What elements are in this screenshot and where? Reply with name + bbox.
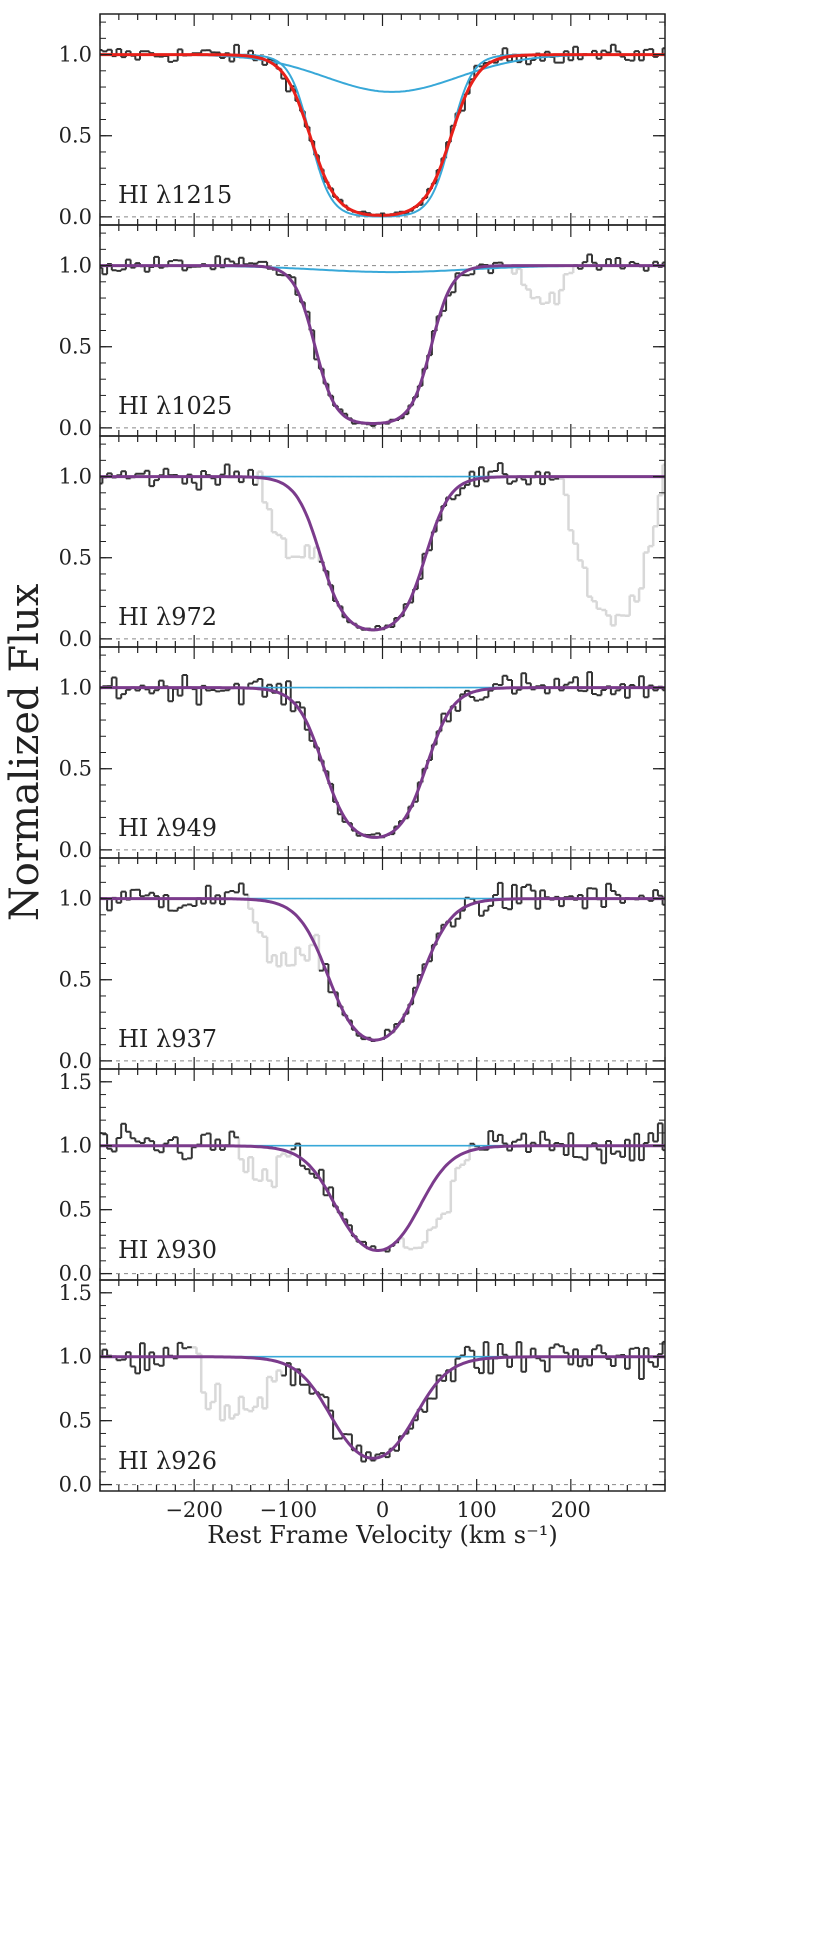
panel-2: 0.0 0.5 1.0 HI λ1025 <box>59 224 666 440</box>
y-tick-label: 0.0 <box>59 205 92 229</box>
panel-3: 0.0 0.5 1.0 HI λ972 <box>59 435 666 651</box>
total-fit <box>100 897 665 1042</box>
x-tick-label: 100 <box>457 1498 497 1522</box>
x-tick-label: 0 <box>376 1498 389 1522</box>
panel-line-label: HI λ930 <box>118 1236 217 1264</box>
spectrum-data <box>100 1340 665 1463</box>
panel-plot-area <box>100 253 665 429</box>
total-fit <box>100 475 665 632</box>
y-tick-label: 1.0 <box>59 1345 92 1369</box>
y-tick-label: 0.0 <box>59 1049 92 1073</box>
y-tick-label: 1.5 <box>59 1281 92 1305</box>
panel-line-label: HI λ1215 <box>118 181 232 209</box>
masked-spectrum <box>510 265 575 306</box>
total-fit <box>100 1355 665 1460</box>
x-tick-label: 200 <box>551 1498 591 1522</box>
panel-plot-area <box>100 1122 665 1275</box>
y-tick-label: 1.0 <box>59 1134 92 1158</box>
x-tick-label: −100 <box>259 1498 317 1522</box>
masked-spectrum <box>237 1137 471 1251</box>
y-tick-label: 1.0 <box>59 254 92 278</box>
y-tick-label: 0.0 <box>59 627 92 651</box>
spectrum-data <box>100 1122 665 1253</box>
panel-line-label: HI λ972 <box>118 603 217 631</box>
x-axis-title: Rest Frame Velocity (km s⁻¹) <box>207 1521 558 1549</box>
y-tick-label: 0.5 <box>59 124 92 148</box>
y-tick-label: 0.0 <box>59 1473 92 1497</box>
y-tick-label: 0.5 <box>59 546 92 570</box>
y-tick-label: 0.0 <box>59 416 92 440</box>
y-tick-label: 1.0 <box>59 887 92 911</box>
y-tick-label: 1.0 <box>59 465 92 489</box>
panel-7: 0.0 0.5 1.0 1.5 HI λ926 <box>59 1279 666 1497</box>
y-tick-label: 0.0 <box>59 838 92 862</box>
panels-layer: 0.0 0.5 1.0 HI λ1215 0.0 0.5 1.0 HI λ1025 0.0 0.5… <box>59 13 666 1522</box>
spectrum-data <box>100 881 665 1042</box>
panel-5: 0.0 0.5 1.0 HI λ937 <box>59 857 666 1073</box>
panel-4: 0.0 0.5 1.0 HI λ949 <box>59 646 666 862</box>
y-tick-label: 1.0 <box>59 43 92 67</box>
y-tick-label: 0.5 <box>59 1198 92 1222</box>
total-fit <box>100 264 665 425</box>
panel-6: 0.0 0.5 1.0 1.5 HI λ930 <box>59 1068 666 1286</box>
panel-line-label: HI λ1025 <box>118 392 232 420</box>
y-tick-label: 0.5 <box>59 335 92 359</box>
panel-1: 0.0 0.5 1.0 HI λ1215 <box>59 13 666 229</box>
y-tick-label: 0.5 <box>59 757 92 781</box>
y-tick-label: 0.5 <box>59 1409 92 1433</box>
y-tick-label: 0.0 <box>59 1262 92 1286</box>
panel-line-label: HI λ937 <box>118 1025 217 1053</box>
y-tick-label: 1.5 <box>59 1070 92 1094</box>
panel-line-label: HI λ926 <box>118 1447 217 1475</box>
total-fit <box>100 1144 665 1252</box>
y-tick-label: 1.0 <box>59 676 92 700</box>
total-fit <box>100 686 665 839</box>
spectrum-data <box>100 671 665 839</box>
y-axis-title: Normalized Flux <box>2 583 48 921</box>
x-tick-label: −200 <box>165 1498 223 1522</box>
panel-line-label: HI λ949 <box>118 814 217 842</box>
y-tick-label: 0.5 <box>59 968 92 992</box>
masked-spectrum <box>247 894 321 971</box>
